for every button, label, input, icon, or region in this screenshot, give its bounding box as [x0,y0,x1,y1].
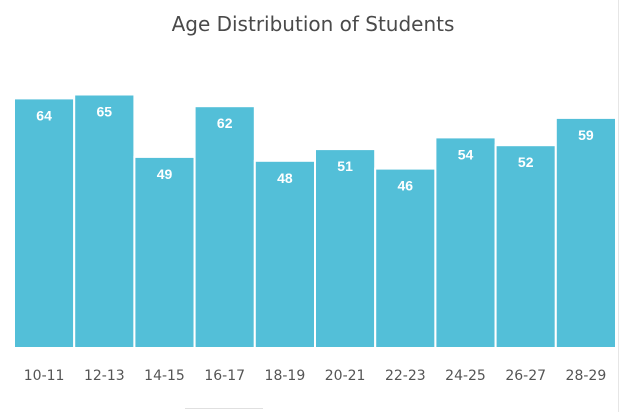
data-label-28-29: 59 [578,127,594,143]
data-label-24-25: 54 [458,146,474,162]
x-tick-26-27: 26-27 [505,368,546,384]
scroll-indicator [185,408,263,409]
bar-18-19 [253,159,317,349]
x-tick-10-11: 10-11 [24,368,65,384]
x-axis-ticks: 10-11 12-13 14-15 16-17 18-19 20-21 22-23 24-25… [24,368,606,384]
bar-28-29 [554,116,617,350]
data-label-20-21: 51 [337,158,353,174]
x-tick-14-15: 14-15 [144,368,185,384]
bar-24-25 [434,136,497,349]
bar-26-27 [494,144,557,349]
chart-frame-edge [618,0,619,412]
data-label-16-17: 62 [217,115,233,131]
data-label-18-19: 48 [277,170,293,186]
x-tick-12-13: 12-13 [84,368,125,384]
x-tick-20-21: 20-21 [325,368,366,384]
data-label-26-27: 52 [518,154,534,170]
x-tick-22-23: 22-23 [385,368,426,384]
x-tick-18-19: 18-19 [265,368,306,384]
bar-10-11 [13,97,76,350]
data-labels-layer: 64 65 49 62 48 51 46 54 52 59 [36,104,594,194]
bar-20-21 [314,148,377,349]
x-tick-28-29: 28-29 [566,368,607,384]
data-label-22-23: 46 [398,178,414,194]
data-label-12-13: 65 [97,104,113,120]
bar-12-13 [73,93,136,349]
bar-14-15 [133,155,196,349]
data-label-14-15: 49 [157,166,173,182]
bars-layer [13,93,617,350]
x-tick-24-25: 24-25 [445,368,486,384]
x-tick-16-17: 16-17 [204,368,245,384]
data-label-10-11: 64 [36,107,52,123]
chart-title: Age Distribution of Students [171,12,455,36]
bar-22-23 [374,167,437,349]
bar-16-17 [193,105,256,349]
